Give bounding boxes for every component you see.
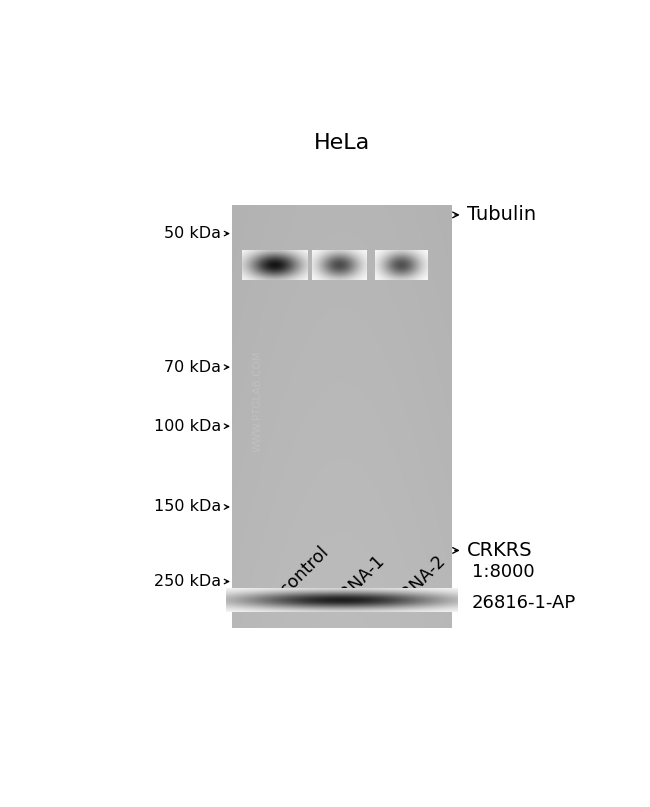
Text: 150 kDa: 150 kDa [154, 500, 221, 514]
Text: 50 kDa: 50 kDa [164, 226, 221, 241]
Text: siRNA-1: siRNA-1 [327, 552, 388, 613]
Text: 70 kDa: 70 kDa [164, 360, 221, 374]
Text: HeLa: HeLa [314, 133, 370, 153]
Text: WWW.PTGLAB.COM: WWW.PTGLAB.COM [253, 350, 263, 452]
Text: 100 kDa: 100 kDa [154, 419, 221, 433]
Text: 250 kDa: 250 kDa [154, 574, 221, 589]
Text: 1:8000: 1:8000 [472, 563, 534, 581]
Text: si-control: si-control [263, 542, 332, 613]
Text: siRNA-2: siRNA-2 [389, 552, 449, 613]
Text: 26816-1-AP: 26816-1-AP [472, 594, 576, 613]
Text: Tubulin: Tubulin [467, 206, 536, 224]
Text: CRKRS: CRKRS [467, 541, 532, 560]
